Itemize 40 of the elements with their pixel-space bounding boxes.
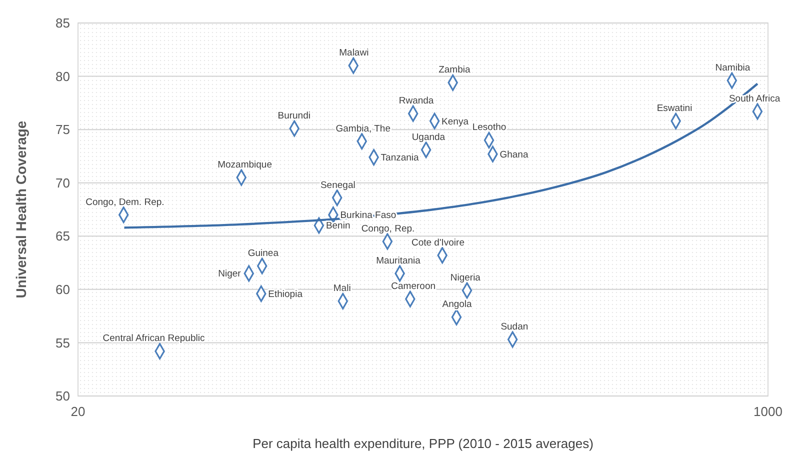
y-tick-label: 60 <box>56 282 70 297</box>
annotation: Cote d'Ivoire <box>411 237 464 248</box>
annotation: Burundi <box>278 110 310 122</box>
annotation: Nigeria <box>450 272 482 284</box>
y-axis-title: Universal Health Coverage <box>13 120 29 298</box>
annotation: Niger <box>218 268 241 280</box>
y-tick-label: 65 <box>56 228 70 244</box>
annotation: Ethiopia <box>268 288 304 300</box>
y-tick-label: 50 <box>56 388 70 404</box>
annotation: Angola <box>442 299 473 310</box>
y-tick-label: 70 <box>56 175 70 190</box>
annotation: Ghana <box>500 149 529 160</box>
annotation: Kenya <box>442 116 470 128</box>
x-axis-title: Per capita health expenditure, PPP (2010 - 2015 averages) <box>252 436 594 451</box>
annotation: Senegal <box>320 180 356 191</box>
x-tick-label: 1000 <box>754 404 782 419</box>
annotation: Congo, Dem. Rep. <box>86 196 164 208</box>
annotation: Namibia <box>715 62 751 74</box>
annotation: Central African Republic <box>102 333 205 344</box>
annotation: Cameroon <box>391 281 436 292</box>
annotation: Sudan <box>500 322 528 333</box>
annotation: Lesotho <box>472 122 506 134</box>
annotation: Zambia <box>438 64 471 76</box>
y-tick-label: 80 <box>56 68 70 84</box>
annotation: Eswatini <box>656 103 692 114</box>
annotation: Tanzania <box>380 152 420 164</box>
annotation: Congo, Rep. <box>361 223 415 234</box>
annotation: Guinea <box>248 248 280 259</box>
annotation: Mali <box>333 283 351 294</box>
annotation: Rwanda <box>398 96 434 107</box>
annotation: Mozambique <box>218 160 272 171</box>
annotation: Mauritania <box>376 255 422 266</box>
annotation: Gambia, The <box>336 123 390 134</box>
annotation: Uganda <box>412 132 446 143</box>
y-tick-label: 85 <box>56 16 70 31</box>
annotation: Malawi <box>339 48 369 59</box>
y-tick-label: 75 <box>56 122 70 138</box>
annotation: Benin <box>326 220 350 232</box>
y-tick-label: 55 <box>56 335 70 350</box>
x-tick-label: 20 <box>70 404 86 419</box>
